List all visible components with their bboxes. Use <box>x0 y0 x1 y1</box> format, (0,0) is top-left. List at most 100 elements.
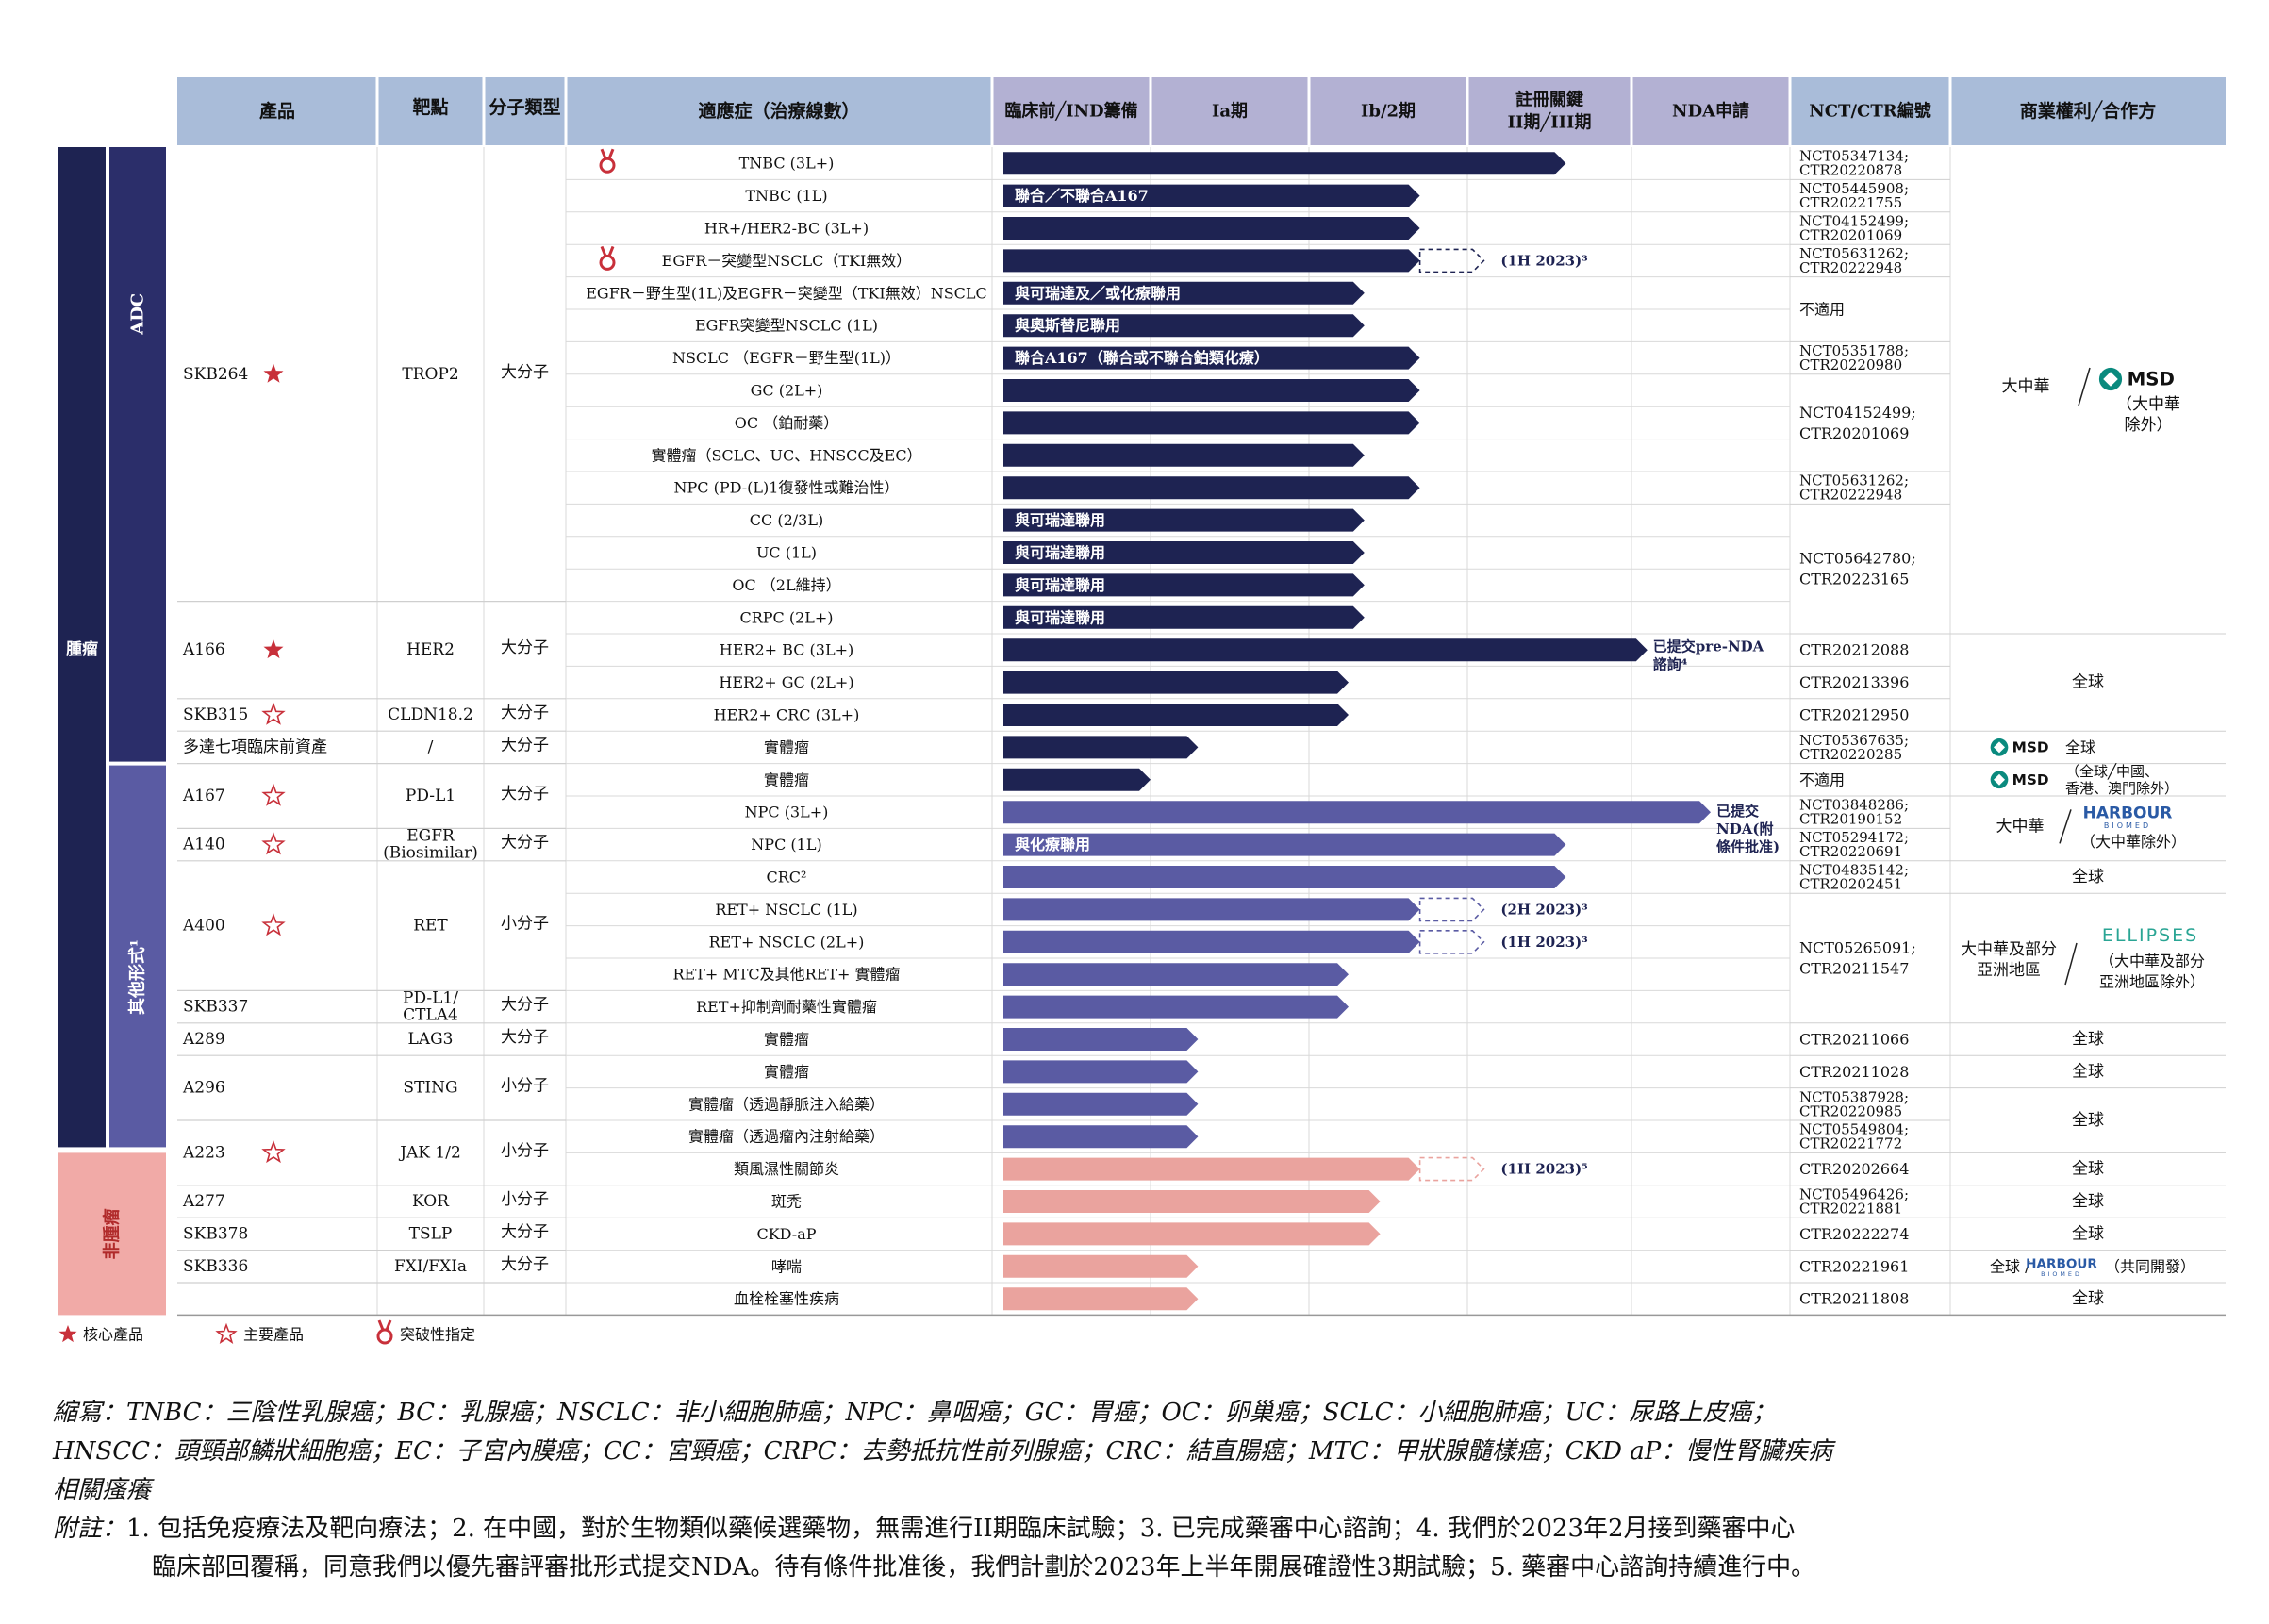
key-product-star-icon <box>261 702 286 725</box>
nct-number: CTR20220985 <box>1799 1102 1902 1119</box>
rights-text: 全球 <box>2072 1224 2104 1243</box>
status-note: 已提交 <box>1716 803 1759 820</box>
key-product-star-icon <box>261 913 286 936</box>
core-product-star-icon <box>263 639 284 659</box>
progress-bar <box>1003 736 1199 759</box>
legend-key-star-icon <box>215 1322 238 1344</box>
rights-text: 全球 <box>2072 1289 2104 1308</box>
progress-bar <box>1003 443 1365 467</box>
header-product: 產品 <box>259 100 295 122</box>
status-note: 已提交pre-NDA <box>1653 638 1764 655</box>
progress-bar <box>1003 184 1420 207</box>
nct-number: NCT04835142; <box>1799 862 1909 879</box>
progress-bar <box>1003 866 1566 888</box>
product-molecule: 大分子 <box>501 1255 549 1274</box>
nct-number: CTR20213396 <box>1799 673 1909 691</box>
non-oncology-label: 非腫瘤 <box>102 1208 123 1259</box>
legend-key-label: 主要產品 <box>243 1326 304 1344</box>
product-name: SKB378 <box>183 1224 248 1243</box>
indication-label: OC （2L維持） <box>732 576 840 594</box>
key-product-star-icon <box>261 783 286 806</box>
indication-label: HR+/HER2-BC (3L+) <box>704 220 869 238</box>
nct-number: CTR20222274 <box>1799 1225 1909 1243</box>
header-stage-3: 註冊關鍵 <box>1515 90 1583 110</box>
nct-number: CTR20220691 <box>1799 843 1902 860</box>
rights-text: 全球 / <box>1990 1257 2030 1275</box>
progress-bar <box>1003 249 1420 273</box>
notes-line-1: 1. 包括免疫療法及靶向療法；2. 在中國，對於生物類似藥候選藥物，無需進行II… <box>126 1515 1796 1543</box>
other-label: 其他形式¹ <box>127 939 148 1015</box>
header-stage-1: Ia期 <box>1212 102 1248 122</box>
planned-bar <box>1418 897 1485 922</box>
rights-text: 全球 <box>2072 1160 2104 1179</box>
progress-bar <box>1003 346 1420 370</box>
product-target: CLDN18.2 <box>388 705 473 724</box>
progress-bar <box>1003 638 1648 662</box>
nct-number: NCT05445908; <box>1799 180 1909 197</box>
rights-note: （大中華及部分 <box>2099 953 2205 970</box>
nct-number: NCT04152499; <box>1799 213 1909 230</box>
progress-bar <box>1003 573 1365 597</box>
header-rights: 商業權利╱合作方 <box>2020 100 2156 122</box>
progress-bar <box>1003 314 1365 338</box>
nct-number: CTR20220285 <box>1799 746 1902 763</box>
indication-label: EGFR－突變型NSCLC（TKI無效） <box>662 252 912 270</box>
nct-number: 不適用 <box>1799 771 1845 788</box>
product-name: SKB336 <box>183 1257 248 1276</box>
nct-number: CTR20222948 <box>1799 487 1902 504</box>
product-molecule: 大分子 <box>501 785 549 804</box>
separator-slash <box>2064 942 2078 986</box>
indication-label: 實體瘤（透過瘤內注射給藥） <box>688 1128 885 1146</box>
header-target: 靶點 <box>412 96 448 118</box>
product-target: KOR <box>412 1192 450 1211</box>
nct-number: CTR20212950 <box>1799 706 1909 724</box>
rights-note: 亞洲地區除外） <box>2099 973 2205 991</box>
indication-label: 實體瘤 <box>764 738 809 756</box>
indication-label: UC (1L) <box>756 544 817 562</box>
product-molecule: 大分子 <box>501 363 549 382</box>
product-name: A140 <box>182 836 225 854</box>
indication-label: EGFR－野生型(1L)及EGFR－突變型（TKI無效）NSCLC <box>586 284 987 302</box>
msd-logo-text: MSD <box>2012 771 2049 788</box>
product-target: CTLA4 <box>403 1006 458 1025</box>
indication-label: OC （鉑耐藥） <box>735 414 838 432</box>
nct-number: CTR20223165 <box>1799 571 1909 588</box>
rights-note: （共同開發） <box>2105 1257 2195 1275</box>
product-name: SKB337 <box>183 998 248 1017</box>
legend-medal-icon <box>377 1319 392 1331</box>
separator-slash <box>2059 809 2072 844</box>
product-name: A400 <box>182 917 225 936</box>
planned-bar <box>1418 929 1485 954</box>
progress-bar <box>1003 671 1349 694</box>
rights-note: 除外） <box>2125 416 2173 435</box>
indication-label: NSCLC （EGFR－野生型(1L)） <box>672 349 901 367</box>
harbour-logo-sub: BIOMED <box>2041 1270 2082 1278</box>
nct-number: CTR20211066 <box>1799 1031 1909 1049</box>
progress-bar <box>1003 1092 1199 1116</box>
indication-label: 哮喘 <box>771 1257 802 1275</box>
progress-bar <box>1003 1157 1420 1181</box>
indication-label: RET+ NSCLC (1L) <box>715 901 857 919</box>
progress-bar <box>1003 801 1711 824</box>
indication-label: CRC² <box>767 869 807 887</box>
header-stage-0: 臨床前╱IND籌備 <box>1004 101 1137 122</box>
non-oncology-category <box>58 1152 166 1316</box>
rights-text: 全球 <box>2072 868 2104 887</box>
progress-bar <box>1003 963 1349 986</box>
rights-text: 大中華 <box>2002 377 2050 396</box>
product-target: STING <box>403 1079 457 1098</box>
oncology-category <box>58 147 106 1148</box>
product-name: A296 <box>182 1079 225 1098</box>
bar-label: 與可瑞達聯用 <box>1015 544 1105 562</box>
indication-label: 實體瘤 <box>764 771 809 788</box>
progress-bar <box>1003 704 1349 726</box>
nct-number: NCT05351788; <box>1799 342 1909 359</box>
breakthrough-medal-icon <box>600 245 615 257</box>
product-name: A289 <box>182 1030 225 1049</box>
bar-label: 聯合A167（聯合或不聯合鉑類化療） <box>1015 349 1269 367</box>
rights-text: 大中華 <box>1996 817 2045 836</box>
product-molecule: 小分子 <box>501 1077 549 1096</box>
indication-label: 實體瘤（透過靜脈注入給藥） <box>688 1095 885 1113</box>
nct-number: NCT05265091; <box>1799 939 1916 957</box>
